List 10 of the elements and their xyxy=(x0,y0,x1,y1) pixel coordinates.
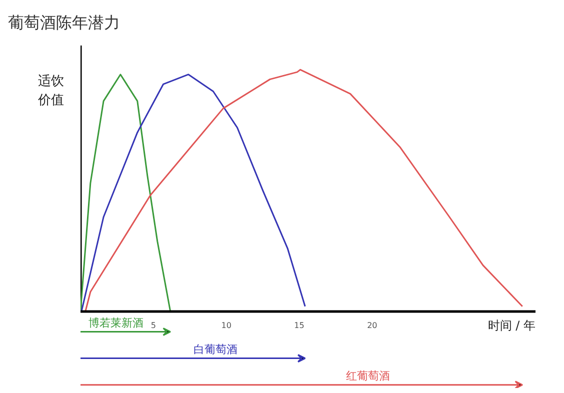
y-axis-title: 适饮价值 xyxy=(38,73,64,110)
x-axis-title: 时间 / 年 xyxy=(488,318,536,332)
series-label: 博若莱新酒 xyxy=(88,316,144,330)
x-tick-label: 10 xyxy=(221,321,232,330)
chart-title: 葡萄酒陈年潜力 xyxy=(8,12,120,34)
text: 红葡萄酒 xyxy=(346,369,390,382)
x-tick-label: 15 xyxy=(294,321,304,330)
x-tick-label: 20 xyxy=(367,321,378,330)
x-tick-label: 5 xyxy=(150,321,156,330)
text: 白葡萄酒 xyxy=(194,342,238,356)
